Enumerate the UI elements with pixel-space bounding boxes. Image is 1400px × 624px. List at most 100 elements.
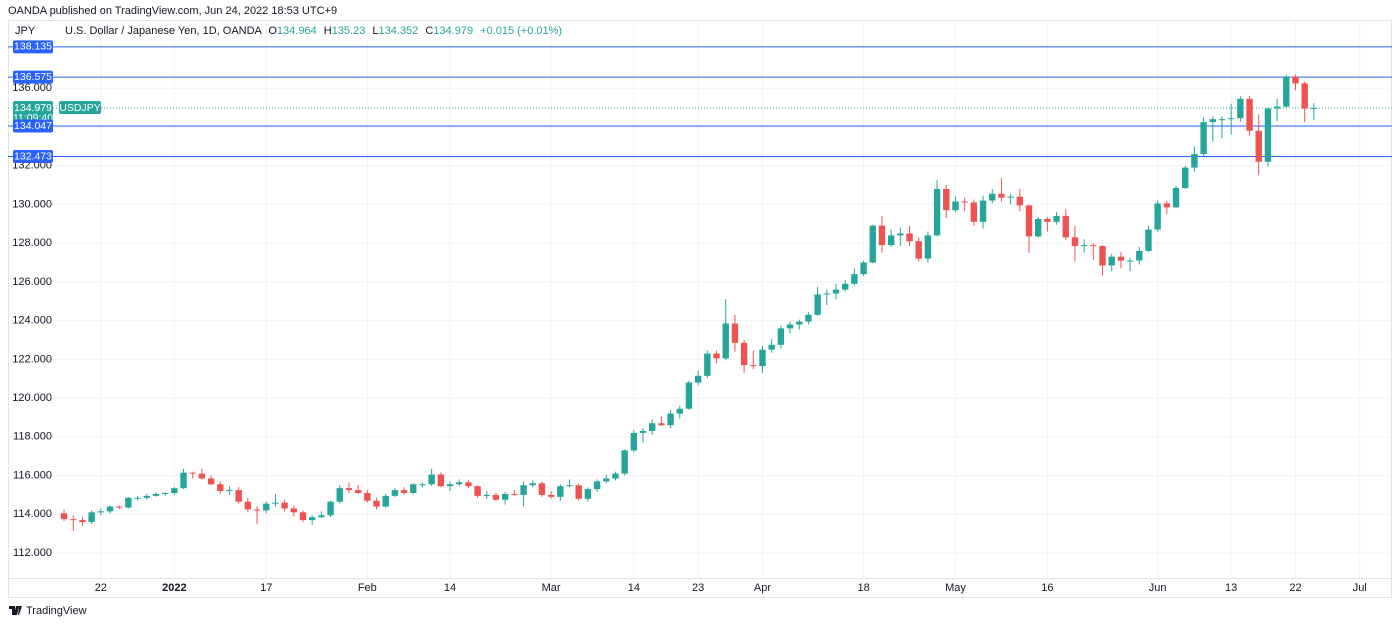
candle-body xyxy=(1200,122,1207,155)
y-tick-label: 112.000 xyxy=(13,547,52,559)
legend-l: L xyxy=(372,25,378,37)
level-label: 136.575 xyxy=(14,71,52,83)
level-label-box xyxy=(13,40,53,54)
candle-body xyxy=(704,353,711,376)
candle-body xyxy=(171,488,178,493)
candle-body xyxy=(667,413,674,426)
x-tick-label: 23 xyxy=(692,582,704,594)
candle-body xyxy=(842,283,849,290)
candle-body xyxy=(290,508,298,513)
candle-body xyxy=(832,289,840,294)
candle-body xyxy=(143,495,150,498)
legend-h: H xyxy=(324,25,332,37)
x-tick-label: 16 xyxy=(1041,582,1053,594)
candle-body xyxy=(281,502,288,509)
candle-body xyxy=(979,200,987,222)
candle-body xyxy=(630,432,638,451)
candle-body xyxy=(217,484,224,492)
level-label-box xyxy=(13,119,53,133)
candle-body xyxy=(557,486,564,497)
candle-body xyxy=(492,494,500,500)
candle-body xyxy=(106,506,114,512)
candle-body xyxy=(685,382,693,409)
y-tick-label: 120.000 xyxy=(12,392,52,404)
y-tick-label: 130.000 xyxy=(12,198,52,210)
candle-body xyxy=(318,515,325,518)
candle-body xyxy=(1209,119,1216,123)
candle-body xyxy=(391,490,399,496)
legend-change: +0.015 (+0.01%) xyxy=(480,25,562,37)
candle-body xyxy=(345,488,353,491)
candle-body xyxy=(373,500,380,507)
x-tick-label: Jun xyxy=(1149,582,1167,594)
candle-body xyxy=(419,484,426,486)
candle-body xyxy=(1218,119,1226,121)
x-tick-label: Jul xyxy=(1353,582,1367,594)
candle-body xyxy=(593,481,601,490)
candle-body xyxy=(786,324,794,329)
level-label: 138.135 xyxy=(14,41,52,53)
candle-body xyxy=(603,478,610,482)
candle-body xyxy=(1182,167,1189,188)
legend-close: 134.979 xyxy=(433,25,473,37)
candle-body xyxy=(805,314,812,322)
candle-body xyxy=(961,201,968,203)
candle-body xyxy=(428,474,435,485)
candle-body xyxy=(244,501,252,510)
candle-body xyxy=(501,493,509,500)
candle-body xyxy=(226,490,233,492)
last-price-label: 134.979 xyxy=(14,102,52,114)
candle-body xyxy=(970,202,978,222)
candle-body xyxy=(1310,107,1318,109)
candle-body xyxy=(823,293,831,295)
candle-body xyxy=(639,431,647,433)
candle-body xyxy=(180,472,187,489)
candle-body xyxy=(814,294,821,315)
candle-body xyxy=(79,520,86,523)
candle-body xyxy=(906,233,913,242)
candle-body xyxy=(60,513,68,520)
x-tick-label: May xyxy=(945,582,966,594)
candle-body xyxy=(1136,250,1143,261)
candle-body xyxy=(1227,118,1235,120)
candle-body xyxy=(768,344,775,350)
candle-body xyxy=(860,262,867,275)
candle-body xyxy=(446,484,454,487)
currency: JPY xyxy=(15,25,36,37)
legend-low: 134.352 xyxy=(379,25,419,37)
legend-o: O xyxy=(268,25,277,37)
candle-body xyxy=(272,502,279,504)
y-tick-label: 118.000 xyxy=(13,431,52,443)
candle-body xyxy=(915,241,922,259)
candle-body xyxy=(1053,216,1060,222)
legend-open: 134.964 xyxy=(277,25,317,37)
candle-body xyxy=(1301,83,1308,109)
candle-body xyxy=(235,490,242,502)
candle-body xyxy=(529,483,536,486)
x-tick-label: 18 xyxy=(857,582,869,594)
candle-body xyxy=(161,492,169,494)
candle-body xyxy=(777,328,785,345)
candle-body xyxy=(943,188,950,211)
candle-body xyxy=(547,494,555,497)
candle-body xyxy=(115,506,123,508)
candle-body xyxy=(989,193,996,201)
candle-body xyxy=(878,225,886,246)
candle-body xyxy=(887,235,895,246)
candle-body xyxy=(1154,203,1161,230)
x-tick-label: 17 xyxy=(260,582,272,594)
candle-body xyxy=(189,472,196,474)
candle-body xyxy=(410,484,417,493)
y-tick-label: 136.000 xyxy=(12,82,52,94)
candle-body xyxy=(152,493,160,496)
y-tick-label: 116.000 xyxy=(13,469,52,481)
footer: TradingView xyxy=(26,605,87,617)
legend-c: C xyxy=(425,25,433,37)
candle-body xyxy=(1126,260,1134,262)
candle-body xyxy=(566,485,573,487)
candle-body xyxy=(465,482,472,487)
candle-body xyxy=(207,478,215,485)
candle-body xyxy=(694,375,702,383)
candle-body xyxy=(1099,246,1106,266)
